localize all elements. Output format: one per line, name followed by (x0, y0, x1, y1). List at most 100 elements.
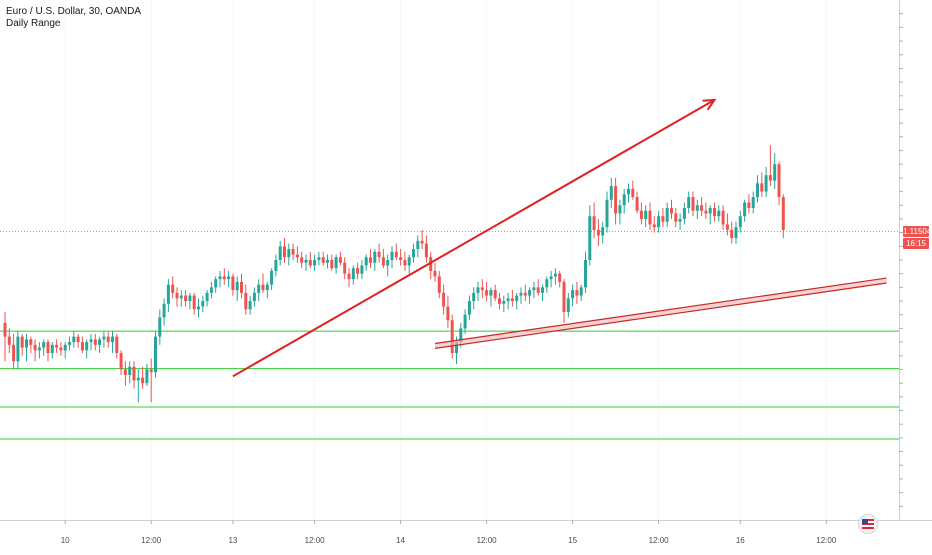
candle-body (433, 270, 437, 277)
candle-body (743, 202, 747, 217)
candle-body (360, 265, 364, 274)
candle-body (154, 336, 157, 373)
candle-body (566, 298, 570, 312)
candle-body (609, 186, 613, 200)
candle-body (506, 298, 510, 302)
candle-body (278, 246, 282, 260)
candle-body (682, 208, 686, 219)
candle-body (399, 257, 403, 260)
candle-body (695, 205, 699, 211)
candle-body (725, 224, 729, 230)
us-flag-icon[interactable] (858, 514, 878, 534)
candle-body (700, 205, 704, 211)
candle-body (390, 251, 394, 260)
candle-body (72, 336, 76, 343)
candle-body (274, 260, 278, 271)
candle-body (493, 290, 497, 299)
candle-body (747, 202, 751, 208)
candle-body (270, 270, 274, 285)
candle-body (691, 197, 695, 211)
candle-body (291, 249, 295, 255)
candle-body (214, 279, 218, 288)
candle-body (46, 342, 50, 354)
candle-body (377, 251, 381, 258)
time-axis-label: 14 (396, 536, 405, 545)
candle-body (373, 251, 377, 263)
candle-body (652, 224, 656, 228)
candle-body (446, 306, 450, 321)
bar-countdown-label: 16:15 (903, 237, 929, 249)
symbol-title[interactable]: Euro / U.S. Dollar, 30, OANDA (6, 6, 142, 17)
time-axis-label: 12:00 (141, 536, 162, 545)
candle-body (403, 260, 407, 266)
candle-body (420, 240, 424, 244)
candle-body (472, 292, 476, 302)
candle-body (713, 208, 716, 217)
candle-body (171, 284, 175, 293)
candle-body (773, 164, 777, 181)
candle-body (283, 246, 286, 258)
candle-body (450, 320, 454, 354)
candle-body (145, 369, 149, 384)
candle-body (235, 281, 239, 291)
candle-body (265, 284, 269, 291)
chart-legend: Euro / U.S. Dollar, 30, OANDA Daily Rang… (6, 6, 141, 30)
candle-body (734, 227, 738, 239)
candle-body (407, 257, 411, 266)
candle-body (381, 257, 385, 266)
candle-body (115, 336, 119, 354)
candle-body (308, 260, 312, 266)
candle-body (635, 197, 639, 211)
candle-body (369, 257, 372, 263)
candle-body (244, 292, 248, 310)
candle-body (498, 298, 501, 304)
trend-arrow-line (232, 99, 715, 378)
candle-body (717, 210, 721, 217)
candle-body (29, 339, 33, 345)
candle-body (205, 292, 209, 302)
candle-body (231, 276, 235, 291)
candle-body (618, 205, 622, 214)
candle-body (644, 210, 648, 219)
candle-body (55, 344, 59, 348)
candle-body (670, 208, 673, 214)
time-axis-label: 12:00 (816, 536, 837, 545)
candle-body (343, 262, 347, 274)
candle-body (721, 210, 725, 225)
candle-body (768, 175, 772, 181)
candle-body (674, 213, 678, 222)
candle-body (510, 298, 514, 302)
time-axis-label: 12:00 (477, 536, 498, 545)
candle-body (222, 276, 226, 280)
candle-body (76, 336, 80, 343)
candle-body (480, 287, 484, 291)
candle-body (136, 377, 140, 381)
candle-body (545, 279, 549, 288)
channel-fill (435, 278, 887, 349)
trend-arrow-head (702, 98, 717, 111)
candle-body (16, 336, 20, 362)
candle-body (579, 287, 583, 296)
candle-body (287, 249, 291, 258)
candle-body (704, 210, 708, 214)
candle-body (536, 287, 540, 293)
candle-body (3, 322, 7, 337)
candle-body (751, 197, 755, 208)
candle-body (184, 295, 188, 302)
time-axis-label: 15 (568, 536, 577, 545)
candle-body (549, 276, 553, 280)
candle-body (149, 369, 153, 373)
candle-body (7, 336, 11, 345)
indicator-label[interactable]: Daily Range (6, 18, 61, 29)
candle-body (93, 339, 97, 345)
candle-body (248, 301, 252, 310)
candle-body (730, 229, 734, 239)
candle-body (317, 257, 321, 260)
candle-body (760, 183, 764, 192)
candle-body (631, 188, 635, 198)
candle-body (80, 342, 84, 351)
